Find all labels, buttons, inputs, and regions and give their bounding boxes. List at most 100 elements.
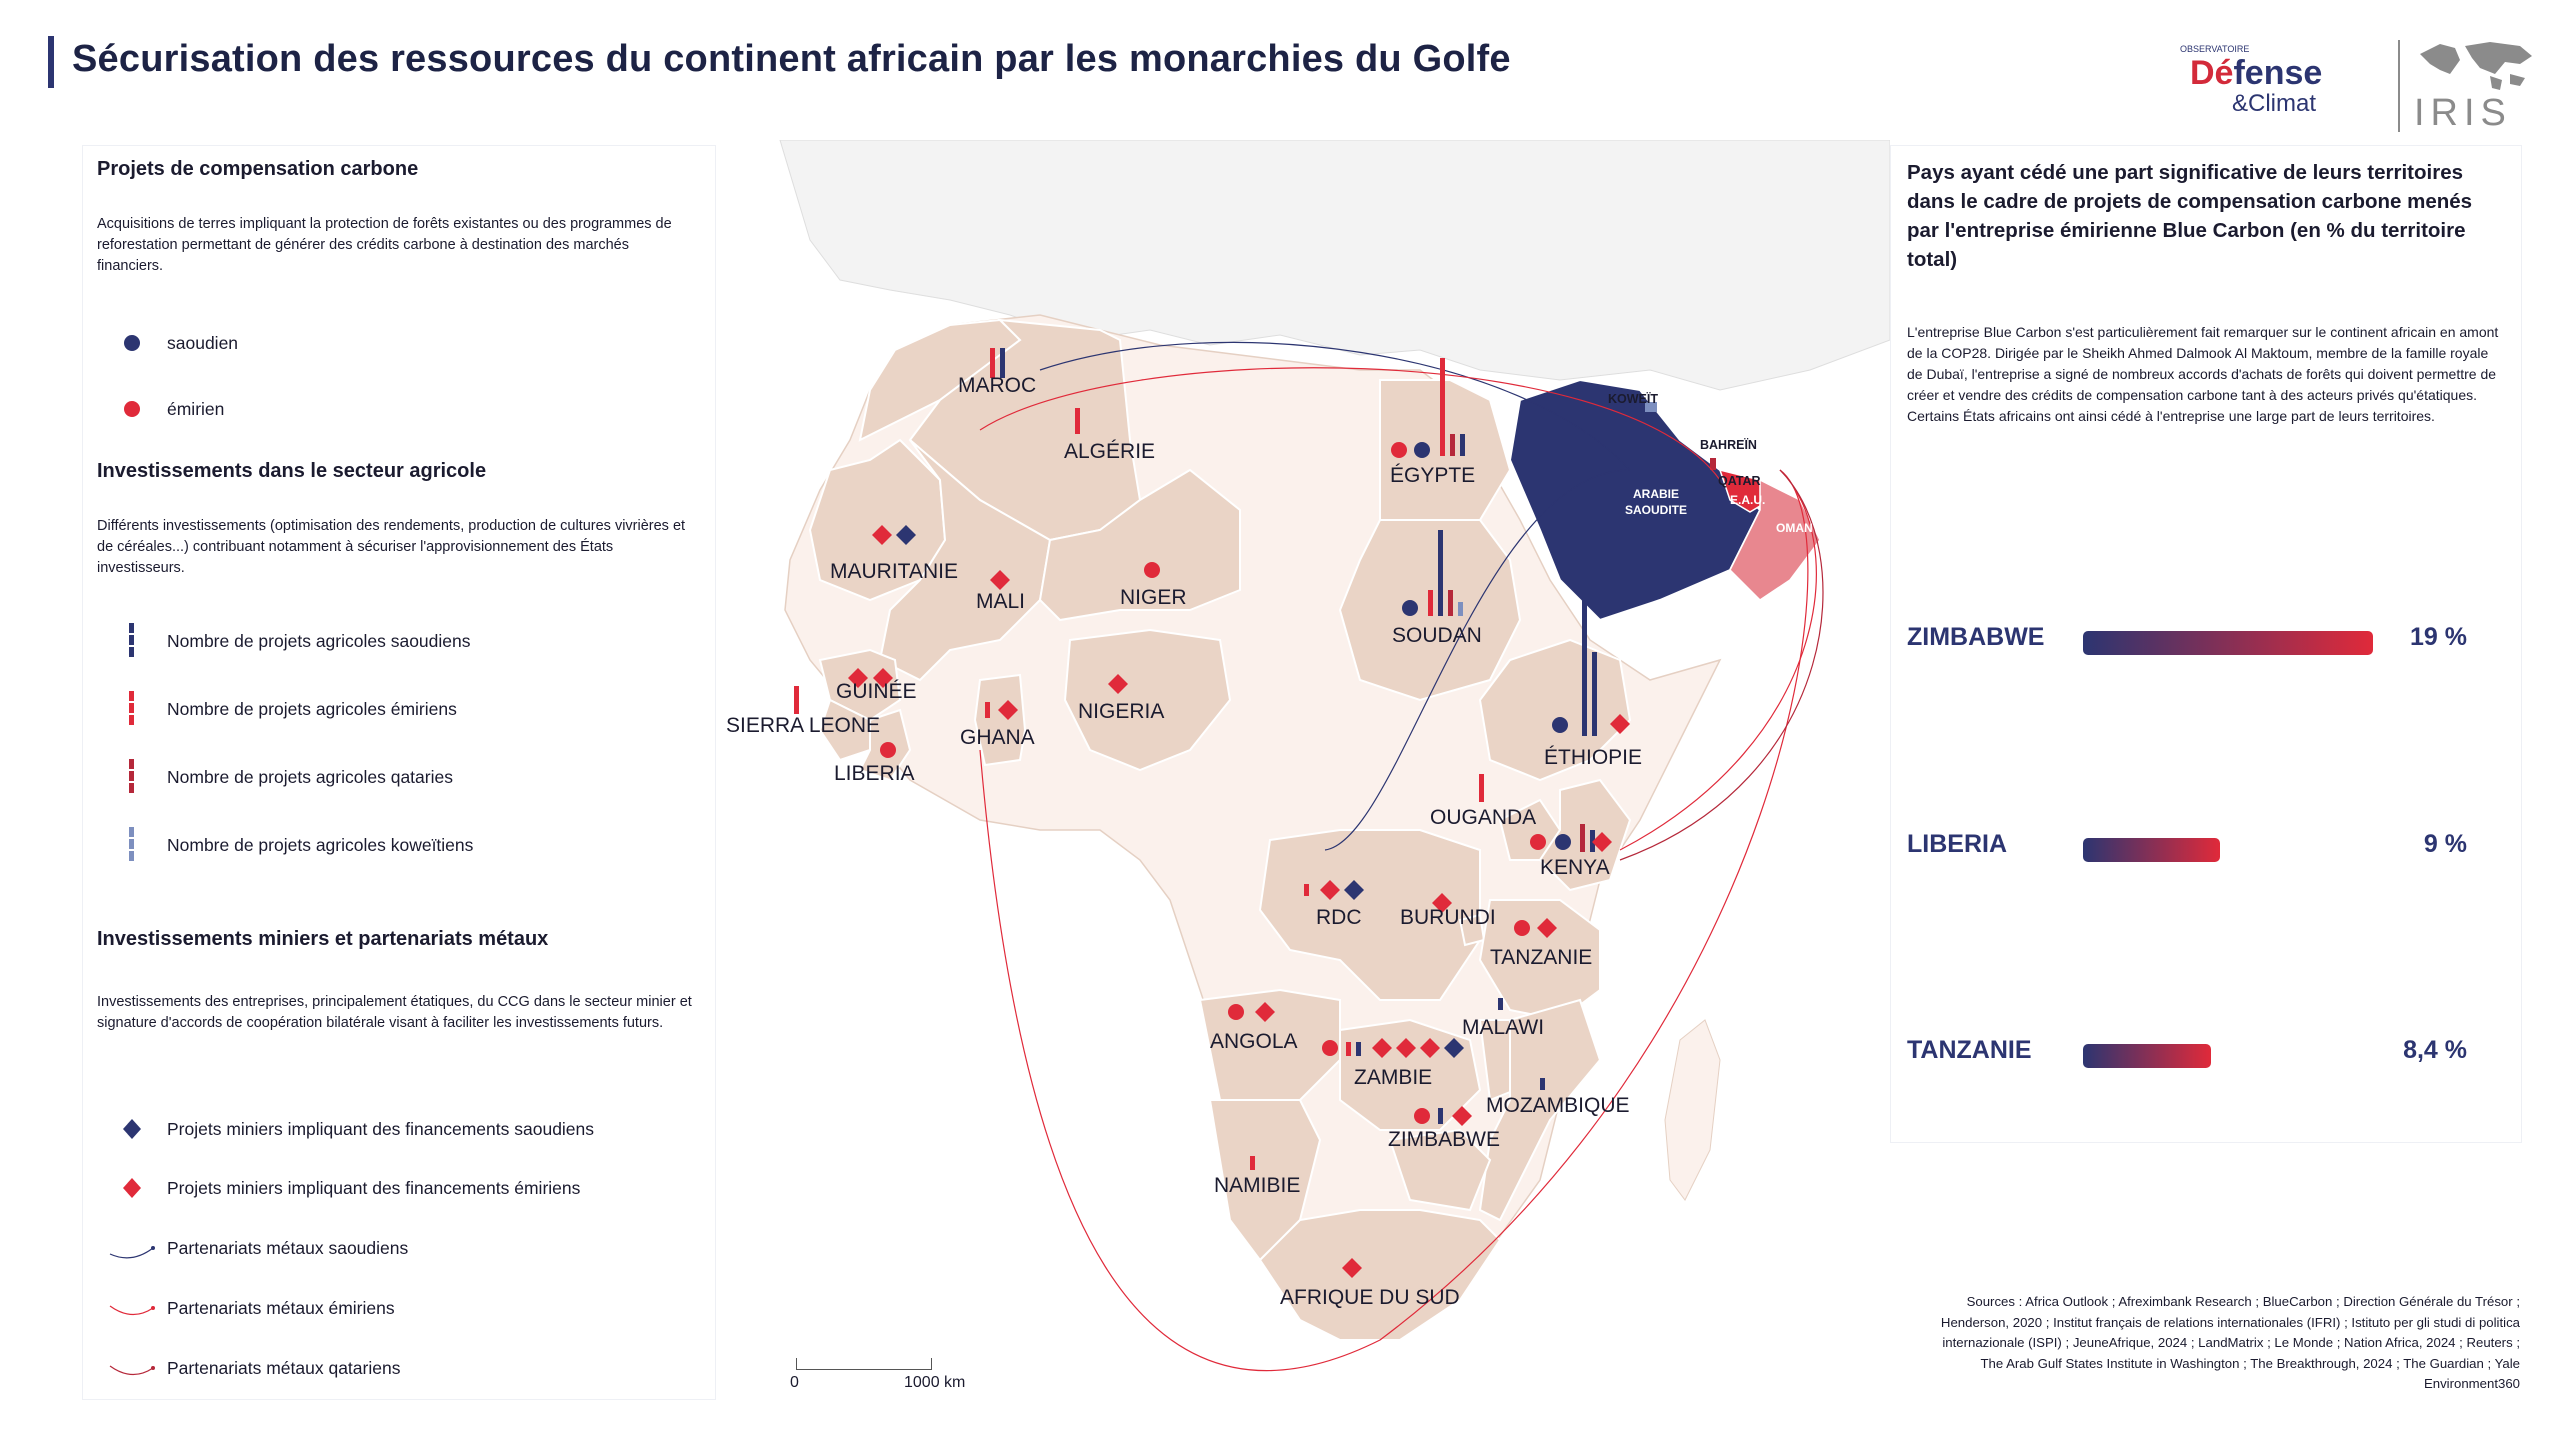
legend-item-uae-partnership: Partenariats métaux émiriens: [97, 1293, 395, 1323]
crimson-arc-icon: [109, 1365, 155, 1376]
label-mali: MALI: [976, 590, 1026, 613]
legend-item-label: saoudien: [167, 332, 239, 353]
label-qatar: QATAR: [1718, 474, 1761, 488]
label-mauritanie: MAURITANIE: [830, 560, 958, 583]
label-burundi: BURUNDI: [1400, 906, 1496, 929]
legend-item-saudi-mining: Projets miniers impliquant des financeme…: [97, 1114, 594, 1144]
label-namibie: NAMIBIE: [1214, 1174, 1301, 1197]
scale-bar: [796, 1358, 932, 1370]
sources-text: Sources : Africa Outlook ; Afreximbank R…: [1940, 1294, 2520, 1391]
label-soudan: SOUDAN: [1392, 624, 1482, 647]
label-arabie-line1: ARABIE: [1632, 487, 1679, 501]
legend-item-label: Partenariats métaux émiriens: [167, 1297, 395, 1318]
scale-end-label: 1000 km: [904, 1374, 966, 1391]
iris-logo: IRIS: [2410, 34, 2540, 134]
label-afrique-du-sud: AFRIQUE DU SUD: [1280, 1286, 1460, 1309]
bar-row-liberia: LIBERIA 9 %: [1907, 828, 2507, 868]
legend-item-saudi-carbon: saoudien: [97, 328, 238, 358]
label-koweit: KOWEÏT: [1608, 392, 1658, 406]
red-diamond-icon: [123, 1178, 141, 1198]
bar-value-label: 19 %: [2410, 623, 2467, 651]
label-guinee: GUINÉE: [836, 680, 917, 703]
legend-item-saudi-partnership: Partenariats métaux saoudiens: [97, 1233, 408, 1263]
legend-section-desc-mining: Investissements des entreprises, princip…: [97, 994, 692, 1031]
defense-logo-main-b: fense: [2233, 54, 2323, 92]
label-nigeria: NIGERIA: [1078, 700, 1165, 723]
defense-logo-sub: &Climat: [2232, 90, 2317, 117]
legend-item-uae-mining: Projets miniers impliquant des financeme…: [97, 1173, 580, 1203]
light-blue-bar-icon: [129, 827, 134, 861]
bar-value-label: 9 %: [2423, 830, 2467, 858]
legend-item-label: Nombre de projets agricoles saoudiens: [167, 630, 471, 651]
legend-item-label: Nombre de projets agricoles koweïtiens: [167, 834, 474, 855]
bar-country-label: LIBERIA: [1907, 830, 2007, 858]
legend-section-title-mining: Investissements miniers et partenariats …: [97, 928, 549, 950]
label-egypte: ÉGYPTE: [1390, 464, 1476, 487]
legend-item-saudi-agri: Nombre de projets agricoles saoudiens: [97, 623, 471, 657]
legend-item-label: émirien: [167, 398, 225, 419]
scale-start-label: 0: [790, 1374, 799, 1391]
red-arc-icon: [109, 1305, 155, 1316]
red-circle-icon: [124, 401, 140, 417]
label-rdc: RDC: [1316, 906, 1362, 929]
label-kenya: KENYA: [1540, 856, 1610, 879]
defense-logo-main: Défense: [2190, 54, 2322, 93]
legend-section-desc-carbon: Acquisitions de terres impliquant la pro…: [97, 216, 672, 274]
bar-country-label: ZIMBABWE: [1907, 623, 2045, 651]
right-panel-description: L'entreprise Blue Carbon s'est particuli…: [1907, 324, 2499, 424]
legend-section-title-carbon: Projets de compensation carbone: [97, 158, 419, 180]
defense-logo-pre: OBSERVATOIRE: [2180, 44, 2250, 54]
bar-row-zimbabwe: ZIMBABWE 19 %: [1907, 621, 2507, 661]
label-niger: NIGER: [1120, 586, 1187, 609]
legend-item-label: Partenariats métaux qatariens: [167, 1357, 401, 1378]
defense-logo-main-a: Dé: [2190, 54, 2234, 92]
label-angola: ANGOLA: [1210, 1030, 1298, 1053]
legend-section-title-agri: Investissements dans le secteur agricole: [97, 460, 487, 482]
logo-separator: [2398, 40, 2400, 132]
partnership-arcs: [979, 341, 1824, 1371]
legend-item-label: Nombre de projets agricoles qataries: [167, 766, 453, 787]
legend-item-qatar-partnership: Partenariats métaux qatariens: [97, 1353, 400, 1383]
legend-panel: Projets de compensation carbone Acquisit…: [82, 145, 716, 1400]
iris-logo-text: IRIS: [2414, 92, 2512, 134]
bar-row-tanzanie: TANZANIE 8,4 %: [1907, 1034, 2507, 1074]
label-oman: OMAN: [1776, 521, 1813, 535]
right-info-panel: Pays ayant cédé une part significative d…: [1890, 145, 2522, 1143]
right-panel-title: Pays ayant cédé une part significative d…: [1907, 161, 2473, 271]
legend-item-label: Projets miniers impliquant des financeme…: [167, 1118, 595, 1139]
legend-item-label: Nombre de projets agricoles émiriens: [167, 698, 457, 719]
bar-fill: [2083, 631, 2373, 655]
legend-section-desc-agri: Différents investissements (optimisation…: [97, 518, 686, 576]
label-ethiopie: ÉTHIOPIE: [1544, 746, 1643, 769]
qatar-shape: [1710, 458, 1716, 470]
label-arabie-saoudite: ARABIE SAOUDITE: [1616, 486, 1696, 518]
map-markers: [794, 348, 1630, 1278]
navy-circle-icon: [124, 335, 140, 351]
label-maroc: MAROC: [958, 374, 1037, 397]
legend-item-label: Partenariats métaux saoudiens: [167, 1237, 409, 1258]
title-accent-bar: [48, 36, 54, 88]
label-eau: E.A.U.: [1730, 493, 1766, 507]
legend-item-label: Projets miniers impliquant des financeme…: [167, 1177, 581, 1198]
defense-climat-logo: OBSERVATOIRE Défense &Climat: [2180, 34, 2380, 117]
crimson-bar-icon: [129, 759, 134, 793]
map-svg: [720, 140, 1890, 1410]
bar-fill: [2083, 1044, 2211, 1068]
kuwait-shape: [1645, 402, 1657, 412]
oman-shape: [1729, 478, 1821, 601]
label-malawi: MALAWI: [1462, 1016, 1545, 1039]
bar-country-label: TANZANIE: [1907, 1036, 2032, 1064]
label-arabie-line2: SAOUDITE: [1624, 503, 1687, 517]
label-bahrein: BAHREÏN: [1700, 438, 1757, 452]
legend-item-uae-carbon: émirien: [97, 394, 224, 424]
navy-arc-icon: [109, 1246, 155, 1259]
label-liberia: LIBERIA: [834, 762, 915, 785]
label-ghana: GHANA: [960, 726, 1035, 749]
legend-item-qatar-agri: Nombre de projets agricoles qataries: [97, 759, 453, 793]
world-map-icon: [2420, 42, 2532, 90]
legend-item-uae-agri: Nombre de projets agricoles émiriens: [97, 691, 457, 725]
label-mozambique: MOZAMBIQUE: [1486, 1094, 1630, 1117]
navy-bar-icon: [129, 623, 134, 657]
page-title: Sécurisation des ressources du continent…: [72, 38, 1511, 80]
label-algerie: ALGÉRIE: [1064, 440, 1156, 463]
